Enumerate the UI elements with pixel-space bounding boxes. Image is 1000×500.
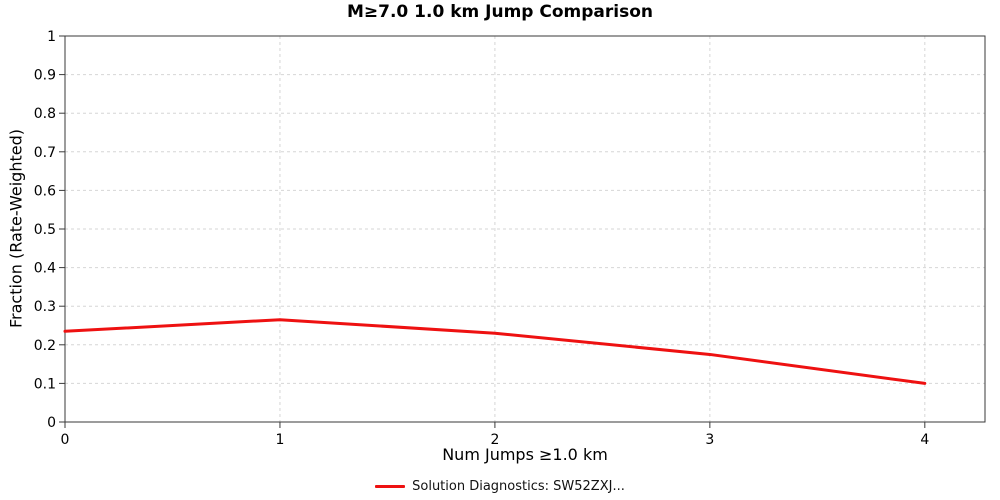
y-tick-label: 0 bbox=[47, 415, 56, 431]
y-tick-label: 0.6 bbox=[34, 183, 56, 199]
chart-title: M≥7.0 1.0 km Jump Comparison bbox=[346, 2, 654, 22]
y-tick-label: 0.9 bbox=[34, 68, 56, 84]
plot-area: 0 0.1 0.2 0.3 0.4 0.5 0.6 0.7 0.8 0.9 1 0 1 2 3 4 bbox=[34, 29, 986, 448]
y-tick-label: 0.3 bbox=[34, 299, 56, 315]
x-tick-label: 3 bbox=[705, 432, 714, 448]
x-tick-label: 2 bbox=[490, 432, 499, 448]
x-tick-label: 1 bbox=[275, 432, 284, 448]
legend: Solution Diagnostics: SW52ZXJ... bbox=[0, 477, 1000, 495]
y-tick-label: 0.8 bbox=[34, 106, 56, 122]
x-tick-label: 0 bbox=[61, 432, 70, 448]
plot-frame bbox=[64, 35, 986, 423]
y-tick-label: 0.2 bbox=[34, 338, 56, 354]
legend-line-swatch bbox=[375, 484, 406, 488]
y-tick-label: 0.1 bbox=[34, 376, 56, 392]
y-tick-label: 1 bbox=[47, 29, 56, 45]
series-line bbox=[63, 318, 927, 385]
x-tick-label: 4 bbox=[920, 432, 929, 448]
x-axis-label: Num Jumps ≥1.0 km bbox=[442, 445, 608, 464]
y-tick-label: 0.5 bbox=[34, 222, 56, 238]
y-tick-label: 0.7 bbox=[34, 145, 56, 161]
y-tick-label: 0.4 bbox=[34, 261, 56, 277]
legend-label: Solution Diagnostics: SW52ZXJ... bbox=[412, 478, 625, 494]
